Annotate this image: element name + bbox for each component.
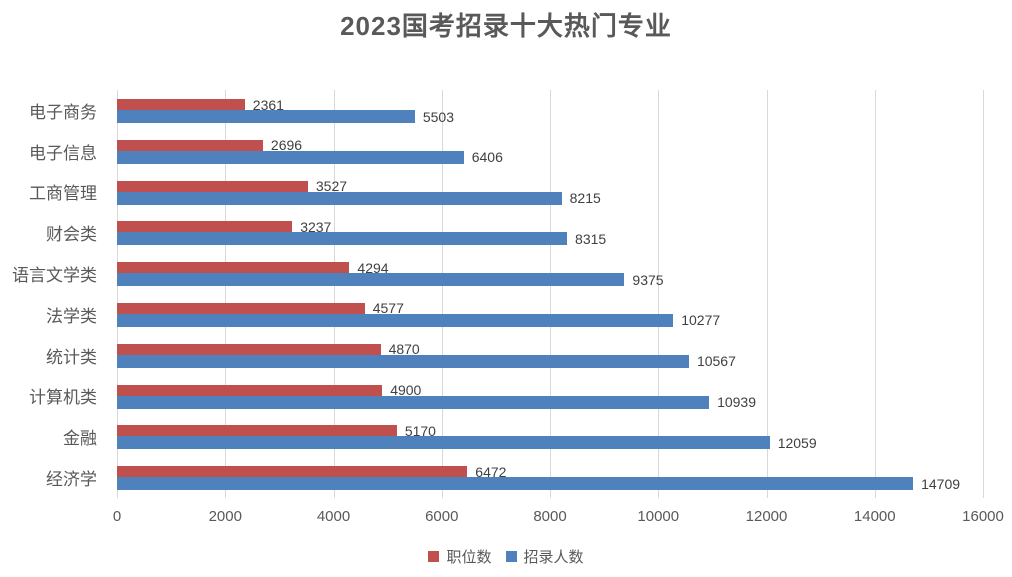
- bar-职位数: 3237: [117, 220, 331, 234]
- x-axis-tick-label: 0: [112, 508, 122, 525]
- category-label: 计算机类: [29, 388, 97, 408]
- bar-row: 3527 8215: [117, 172, 983, 213]
- bar-招录人数: 14709: [117, 477, 960, 491]
- bar-职位数: 4294: [117, 261, 389, 275]
- category-label: 电子信息: [29, 143, 97, 163]
- value-label: 10939: [717, 394, 756, 411]
- bar-职位数: 2696: [117, 138, 302, 152]
- chart-title: 2023国考招录十大热门专业: [340, 11, 672, 41]
- value-label: 14709: [921, 475, 961, 492]
- bar-职位数: 4900: [117, 383, 421, 397]
- value-label: 10277: [681, 312, 721, 329]
- legend-item: 职位数: [428, 546, 492, 567]
- bar-招录人数: 8215: [117, 191, 601, 205]
- legend-swatch: [428, 551, 440, 562]
- bar-职位数: 4577: [117, 301, 404, 315]
- gridline: [225, 90, 227, 498]
- gridline: [550, 90, 551, 498]
- category-label: 统计类: [46, 347, 97, 367]
- category-label: 经济学: [46, 470, 97, 490]
- bar-row: 6472 14709: [117, 457, 983, 498]
- value-label: 2696: [270, 137, 303, 154]
- x-axis-tick-label: 8000: [533, 508, 567, 525]
- bar-职位数: 6472: [117, 465, 506, 479]
- gridline: [117, 90, 118, 498]
- bar-招录人数: 6406: [117, 150, 503, 164]
- value-label: 4900: [390, 382, 422, 399]
- bar-职位数: 3527: [117, 179, 347, 193]
- plot-area: 2361 5503 2696 6406 3527 8215 3237 8315 4294 9375…: [117, 90, 984, 498]
- bar-招录人数: 10567: [117, 354, 736, 368]
- value-label: 6406: [471, 149, 503, 166]
- value-label: 8315: [575, 230, 607, 247]
- bar-招录人数: 8315: [117, 232, 606, 246]
- bar-row: 4870 10567: [117, 335, 983, 376]
- value-label: 4294: [357, 259, 389, 276]
- bar-row: 4294 9375: [117, 253, 983, 294]
- value-label: 9375: [632, 271, 664, 288]
- gridline: [658, 90, 660, 498]
- bar-row: 2361 5503: [117, 90, 983, 131]
- bar-row: 3237 8315: [117, 212, 983, 253]
- category-label: 金融: [63, 429, 97, 449]
- gridline: [874, 90, 876, 498]
- bar-row: 5170 12059: [117, 416, 983, 457]
- value-label: 10567: [696, 353, 736, 370]
- x-axis-tick-label: 4000: [316, 508, 351, 525]
- bar-rows: 2361 5503 2696 6406 3527 8215 3237 8315 4294 9375…: [117, 90, 983, 498]
- bar-职位数: 5170: [117, 424, 436, 438]
- x-axis-tick-label: 10000: [637, 508, 680, 525]
- value-label: 8215: [569, 190, 601, 207]
- x-axis-tick-label: 6000: [425, 508, 459, 525]
- category-label: 工商管理: [29, 184, 97, 204]
- category-label: 财会类: [46, 225, 97, 245]
- value-label: 4870: [388, 341, 420, 358]
- value-label: 5503: [422, 108, 454, 125]
- gridline: [766, 90, 768, 498]
- value-label: 5170: [404, 422, 436, 439]
- category-label: 语言文学类: [12, 266, 97, 286]
- value-label: 6472: [475, 463, 507, 480]
- category-label: 法学类: [46, 306, 97, 326]
- value-label: 3237: [300, 218, 332, 235]
- x-axis-tick-label: 16000: [962, 508, 1004, 525]
- y-axis-category-labels: 电子商务电子信息工商管理财会类语言文学类法学类统计类计算机类金融经济学: [0, 90, 110, 498]
- bar-招录人数: 10939: [117, 395, 756, 409]
- bar-职位数: 4870: [117, 342, 420, 356]
- bar-招录人数: 10277: [117, 313, 720, 327]
- bar-row: 4900 10939: [117, 376, 983, 417]
- legend: 职位数 招录人数: [0, 546, 1012, 567]
- gridline: [983, 90, 984, 498]
- value-label: 2361: [252, 96, 284, 113]
- value-label: 12059: [777, 434, 817, 451]
- value-label: 4577: [372, 300, 404, 317]
- bar-职位数: 2361: [117, 98, 284, 112]
- gridlines: [117, 90, 984, 498]
- bar-招录人数: 5503: [117, 110, 454, 124]
- bar-招录人数: 12059: [117, 436, 817, 450]
- bar-招录人数: 9375: [117, 273, 664, 287]
- gridline: [333, 90, 335, 498]
- x-axis-tick-label: 14000: [853, 508, 896, 525]
- legend-swatch: [505, 551, 517, 562]
- gridline: [441, 90, 443, 498]
- x-axis-tick-labels: 0 2000 4000 6000 8000 10000 12000 14000 16000: [113, 508, 1004, 530]
- legend-label: 职位数: [446, 549, 492, 566]
- x-axis-tick-label: 12000: [745, 508, 788, 525]
- x-axis-tick-label: 2000: [208, 508, 242, 525]
- legend-label: 招录人数: [523, 549, 584, 566]
- value-label: 3527: [315, 178, 348, 195]
- legend-item: 招录人数: [505, 546, 584, 567]
- category-label: 电子商务: [29, 102, 97, 122]
- bar-row: 4577 10277: [117, 294, 983, 335]
- bar-row: 2696 6406: [117, 131, 983, 172]
